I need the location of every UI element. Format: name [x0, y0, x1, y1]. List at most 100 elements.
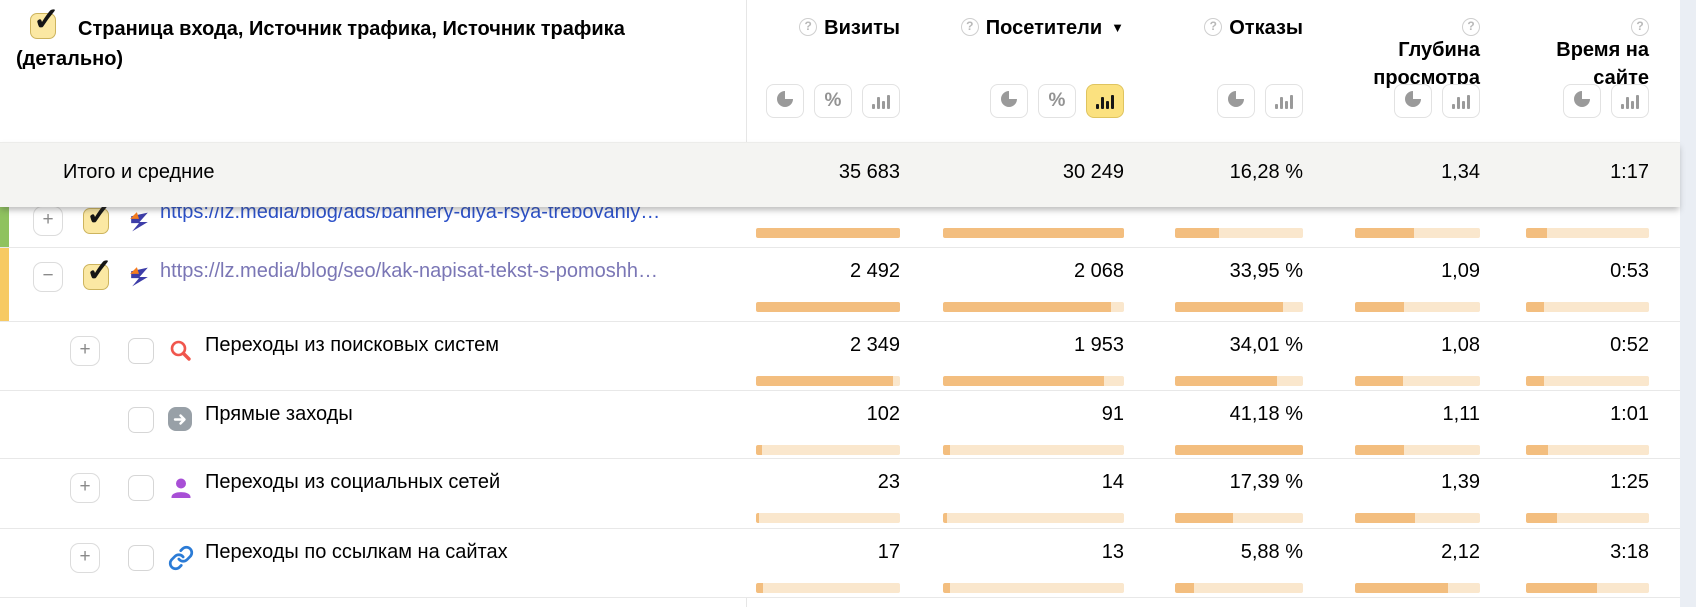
- table-row: + Переходы из социальных сетей 23 14 17,39 %…: [0, 459, 1680, 529]
- scrollbar[interactable]: [1680, 0, 1696, 607]
- pie-view-button[interactable]: [1217, 84, 1255, 118]
- metric-bar-fill: [1526, 445, 1549, 455]
- table-row: − https://lz.media/blog/seo/kak-napisat-t…: [0, 248, 1680, 322]
- bars-view-button[interactable]: [1265, 84, 1303, 118]
- help-icon[interactable]: ?: [799, 18, 818, 36]
- column-title-text[interactable]: Глубина просмотра: [1373, 39, 1480, 89]
- metric-bar-fill: [1175, 445, 1303, 455]
- metric-value: 3:18: [1610, 541, 1649, 563]
- entry-page-link[interactable]: https://lz.media/blog/seo/kak-napisat-te…: [160, 260, 658, 282]
- metric-bar-fill: [1355, 583, 1448, 593]
- direct-icon: [168, 407, 194, 433]
- traffic-source-label[interactable]: Переходы из поисковых систем: [205, 334, 500, 356]
- metric-bar-fill: [943, 302, 1112, 312]
- bars-icon: [1275, 93, 1293, 109]
- column-title[interactable]: ? Отказы: [1153, 14, 1303, 42]
- percent-view-button[interactable]: %: [814, 84, 852, 118]
- pie-view-button[interactable]: [1394, 84, 1432, 118]
- column-title[interactable]: ? Глубина просмотра: [1348, 14, 1480, 92]
- traffic-source-label[interactable]: Прямые заходы: [205, 403, 353, 425]
- column-title-text[interactable]: Визиты: [824, 17, 900, 39]
- row-checkbox[interactable]: [83, 195, 113, 234]
- metric-bar-fill: [1355, 445, 1404, 455]
- metric-bar: [1355, 583, 1480, 593]
- row-checkbox[interactable]: [128, 475, 154, 501]
- column-header-3: ? Отказы: [1153, 0, 1303, 42]
- metric-value: 1,11: [1442, 403, 1480, 425]
- metric-bar: [1526, 513, 1649, 523]
- metric-bar: [1526, 228, 1649, 238]
- metric-bar: [1526, 302, 1649, 312]
- column-title[interactable]: ? Время на сайте: [1549, 14, 1649, 92]
- column-header-5: ? Время на сайте: [1549, 0, 1649, 92]
- metric-bar: [1355, 376, 1480, 386]
- metric-bar: [756, 513, 900, 523]
- metric-value: 1:01: [1610, 403, 1649, 425]
- row-checkbox[interactable]: [83, 251, 113, 290]
- metric-bar: [1355, 513, 1480, 523]
- metric-bar-fill: [1526, 302, 1545, 312]
- traffic-source-label[interactable]: Переходы из социальных сетей: [205, 471, 501, 493]
- expand-button[interactable]: +: [70, 543, 100, 573]
- column-header-2: ? Посетители ▼: [884, 0, 1124, 42]
- bars-view-button[interactable]: [1442, 84, 1480, 118]
- help-icon[interactable]: ?: [1462, 18, 1480, 36]
- metric-bar: [1175, 302, 1303, 312]
- metric-bar: [1175, 376, 1303, 386]
- select-all-checkbox[interactable]: [30, 0, 60, 39]
- bars-view-button[interactable]: [1611, 84, 1649, 118]
- traffic-source-label[interactable]: Переходы по ссылкам на сайтах: [205, 541, 508, 563]
- row-checkbox[interactable]: [128, 407, 154, 433]
- sort-desc-icon[interactable]: ▼: [1111, 20, 1124, 35]
- expand-button[interactable]: +: [70, 336, 100, 366]
- expand-button[interactable]: +: [70, 473, 100, 503]
- metric-bar: [1526, 376, 1649, 386]
- pie-view-button[interactable]: [990, 84, 1028, 118]
- pie-icon: [775, 89, 795, 114]
- metric-bar: [943, 302, 1124, 312]
- metric-bar-fill: [756, 513, 759, 523]
- row-checkbox[interactable]: [128, 338, 154, 364]
- metric-value: 1,39: [1441, 471, 1480, 493]
- bars-icon: [1621, 93, 1639, 109]
- totals-value: 35 683: [838, 161, 900, 183]
- help-icon[interactable]: ?: [960, 18, 979, 36]
- display-mode-buttons: %: [766, 84, 900, 118]
- percent-view-button[interactable]: %: [1038, 84, 1076, 118]
- column-title[interactable]: ? Визиты: [730, 14, 900, 42]
- metric-bar-fill: [943, 583, 951, 593]
- metric-bar: [1175, 583, 1303, 593]
- metric-bar-fill: [943, 445, 951, 455]
- bars-icon: [1096, 93, 1114, 109]
- metric-value: 0:53: [1610, 260, 1649, 282]
- collapse-button[interactable]: −: [33, 262, 63, 292]
- column-title-text[interactable]: Посетители: [985, 17, 1103, 39]
- totals-row: Итого и средние 35 683 30 249 16,28 % 1,34 1…: [0, 142, 1680, 207]
- metric-bar: [1355, 302, 1480, 312]
- bars-view-button[interactable]: [1086, 84, 1124, 118]
- metric-value: 13: [1101, 541, 1124, 563]
- table-row: + Переходы по ссылкам на сайтах 17 13 5,88 %…: [0, 529, 1680, 598]
- bars-view-button[interactable]: [862, 84, 900, 118]
- favicon-icon: [127, 209, 153, 235]
- column-title-text[interactable]: Время на сайте: [1556, 39, 1649, 89]
- expand-button[interactable]: +: [33, 206, 63, 236]
- column-title[interactable]: ? Посетители ▼: [884, 14, 1124, 42]
- row-color-stripe: [0, 248, 9, 321]
- metric-bar-fill: [943, 228, 1124, 238]
- pie-view-button[interactable]: [766, 84, 804, 118]
- help-icon[interactable]: ?: [1204, 18, 1223, 36]
- column-title-text[interactable]: Отказы: [1229, 17, 1303, 39]
- totals-label: Итого и средние: [63, 161, 215, 183]
- metric-bar-fill: [1355, 228, 1414, 238]
- pie-view-button[interactable]: [1563, 84, 1601, 118]
- metric-bar: [1175, 445, 1303, 455]
- display-mode-buttons: [1217, 84, 1303, 118]
- help-icon[interactable]: ?: [1631, 18, 1649, 36]
- table-header: Страница входа, Источник трафика, Источн…: [0, 0, 1680, 142]
- metric-bar: [1526, 583, 1649, 593]
- column-header-4: ? Глубина просмотра: [1348, 0, 1480, 92]
- row-checkbox[interactable]: [128, 545, 154, 571]
- metric-bar: [1175, 228, 1303, 238]
